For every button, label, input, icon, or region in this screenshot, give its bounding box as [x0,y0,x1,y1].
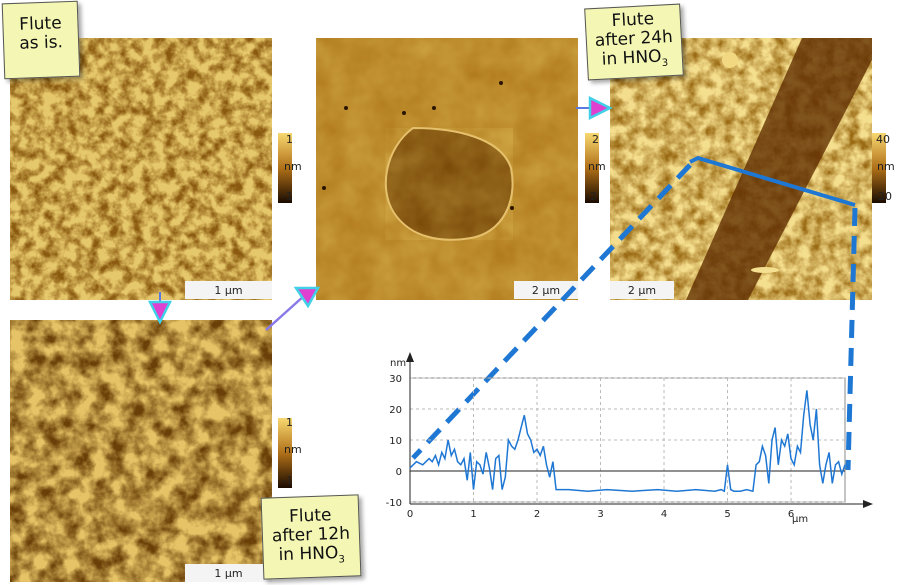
chart-ticks: 0 1 2 3 4 5 6 -10 0 10 20 30 [386,374,795,520]
colorbar-unit-after-24h: nm [877,160,895,173]
colorbar-min-after-24h: -20 [874,190,892,203]
colorbar-unit-as-is: nm [284,160,302,173]
chart-grid [409,377,846,503]
colorbar-max-as-is: 1 [286,133,293,146]
arrow-diagonal-icon [293,286,321,309]
arrow-right-icon [588,95,613,121]
chart-axes [406,352,873,508]
afm-image-after-24h: 2 µm [610,38,872,300]
x-tick-label: 1 [470,509,476,520]
profile-series-line [409,390,846,493]
scalebar-after-24h: 2 µm [610,281,674,299]
y-axis-arrow-icon [406,352,414,362]
y-tick-label: 30 [389,374,402,385]
afm-image-after-12h: 1 µm [10,320,272,582]
y-tick-label: 10 [389,436,402,447]
note-after-24h-line-3: in HNO3 [601,46,669,70]
x-tick-label: 5 [724,509,730,520]
afm-texture-middle [316,38,578,300]
colorbar-max-after-24h: 40 [876,133,890,146]
x-axis-unit: µm [792,514,808,525]
colorbar-unit-middle: nm [588,160,606,173]
colorbar-min-as-is: -1 [282,190,293,203]
scalebar-as-is: 1 µm [185,281,272,299]
scalebar-middle: 2 µm [514,281,578,299]
afm-image-as-is: 1 µm [10,38,272,300]
colorbar-after-12h [278,418,292,488]
x-tick-label: 3 [597,509,603,520]
y-axis-label: nm [390,358,406,369]
chart-series [409,390,846,493]
colorbar-after-24h [872,133,886,203]
colorbar-unit-after-12h: nm [284,443,302,456]
y-tick-label: 0 [396,467,402,478]
x-tick-label: 0 [407,509,413,520]
colorbar-max-after-12h: 1 [286,416,293,429]
colorbar-min-after-12h: -1 [282,474,293,487]
height-profile-chart: 0 1 2 3 4 5 6 -10 0 10 20 30 nm µm [386,352,873,525]
x-tick-label: 2 [534,509,540,520]
note-as-is: Flute as is. [1,0,81,80]
afm-texture-as-is [10,38,272,300]
x-axis-arrow-icon [863,500,873,508]
colorbar-as-is [278,133,292,203]
y-tick-label: -10 [386,498,402,509]
afm-image-middle: 2 µm [316,38,578,300]
note-after-12h: Flute after 12h in HNO3 [260,494,362,580]
afm-texture-after-24h [610,38,872,300]
x-tick-label: 4 [661,509,667,520]
arrow-down-icon [147,300,173,325]
afm-texture-after-12h [10,320,272,582]
scalebar-after-12h: 1 µm [185,564,272,582]
note-after-12h-line-3: in HNO3 [278,543,346,566]
x-tick-label: 6 [788,509,794,520]
colorbar-min-middle: -2 [586,190,597,203]
y-tick-label: 20 [389,405,402,416]
colorbar-max-middle: 2 [592,133,599,146]
note-after-24h: Flute after 24h in HNO3 [584,3,684,81]
note-as-is-line-2: as is. [18,32,64,54]
